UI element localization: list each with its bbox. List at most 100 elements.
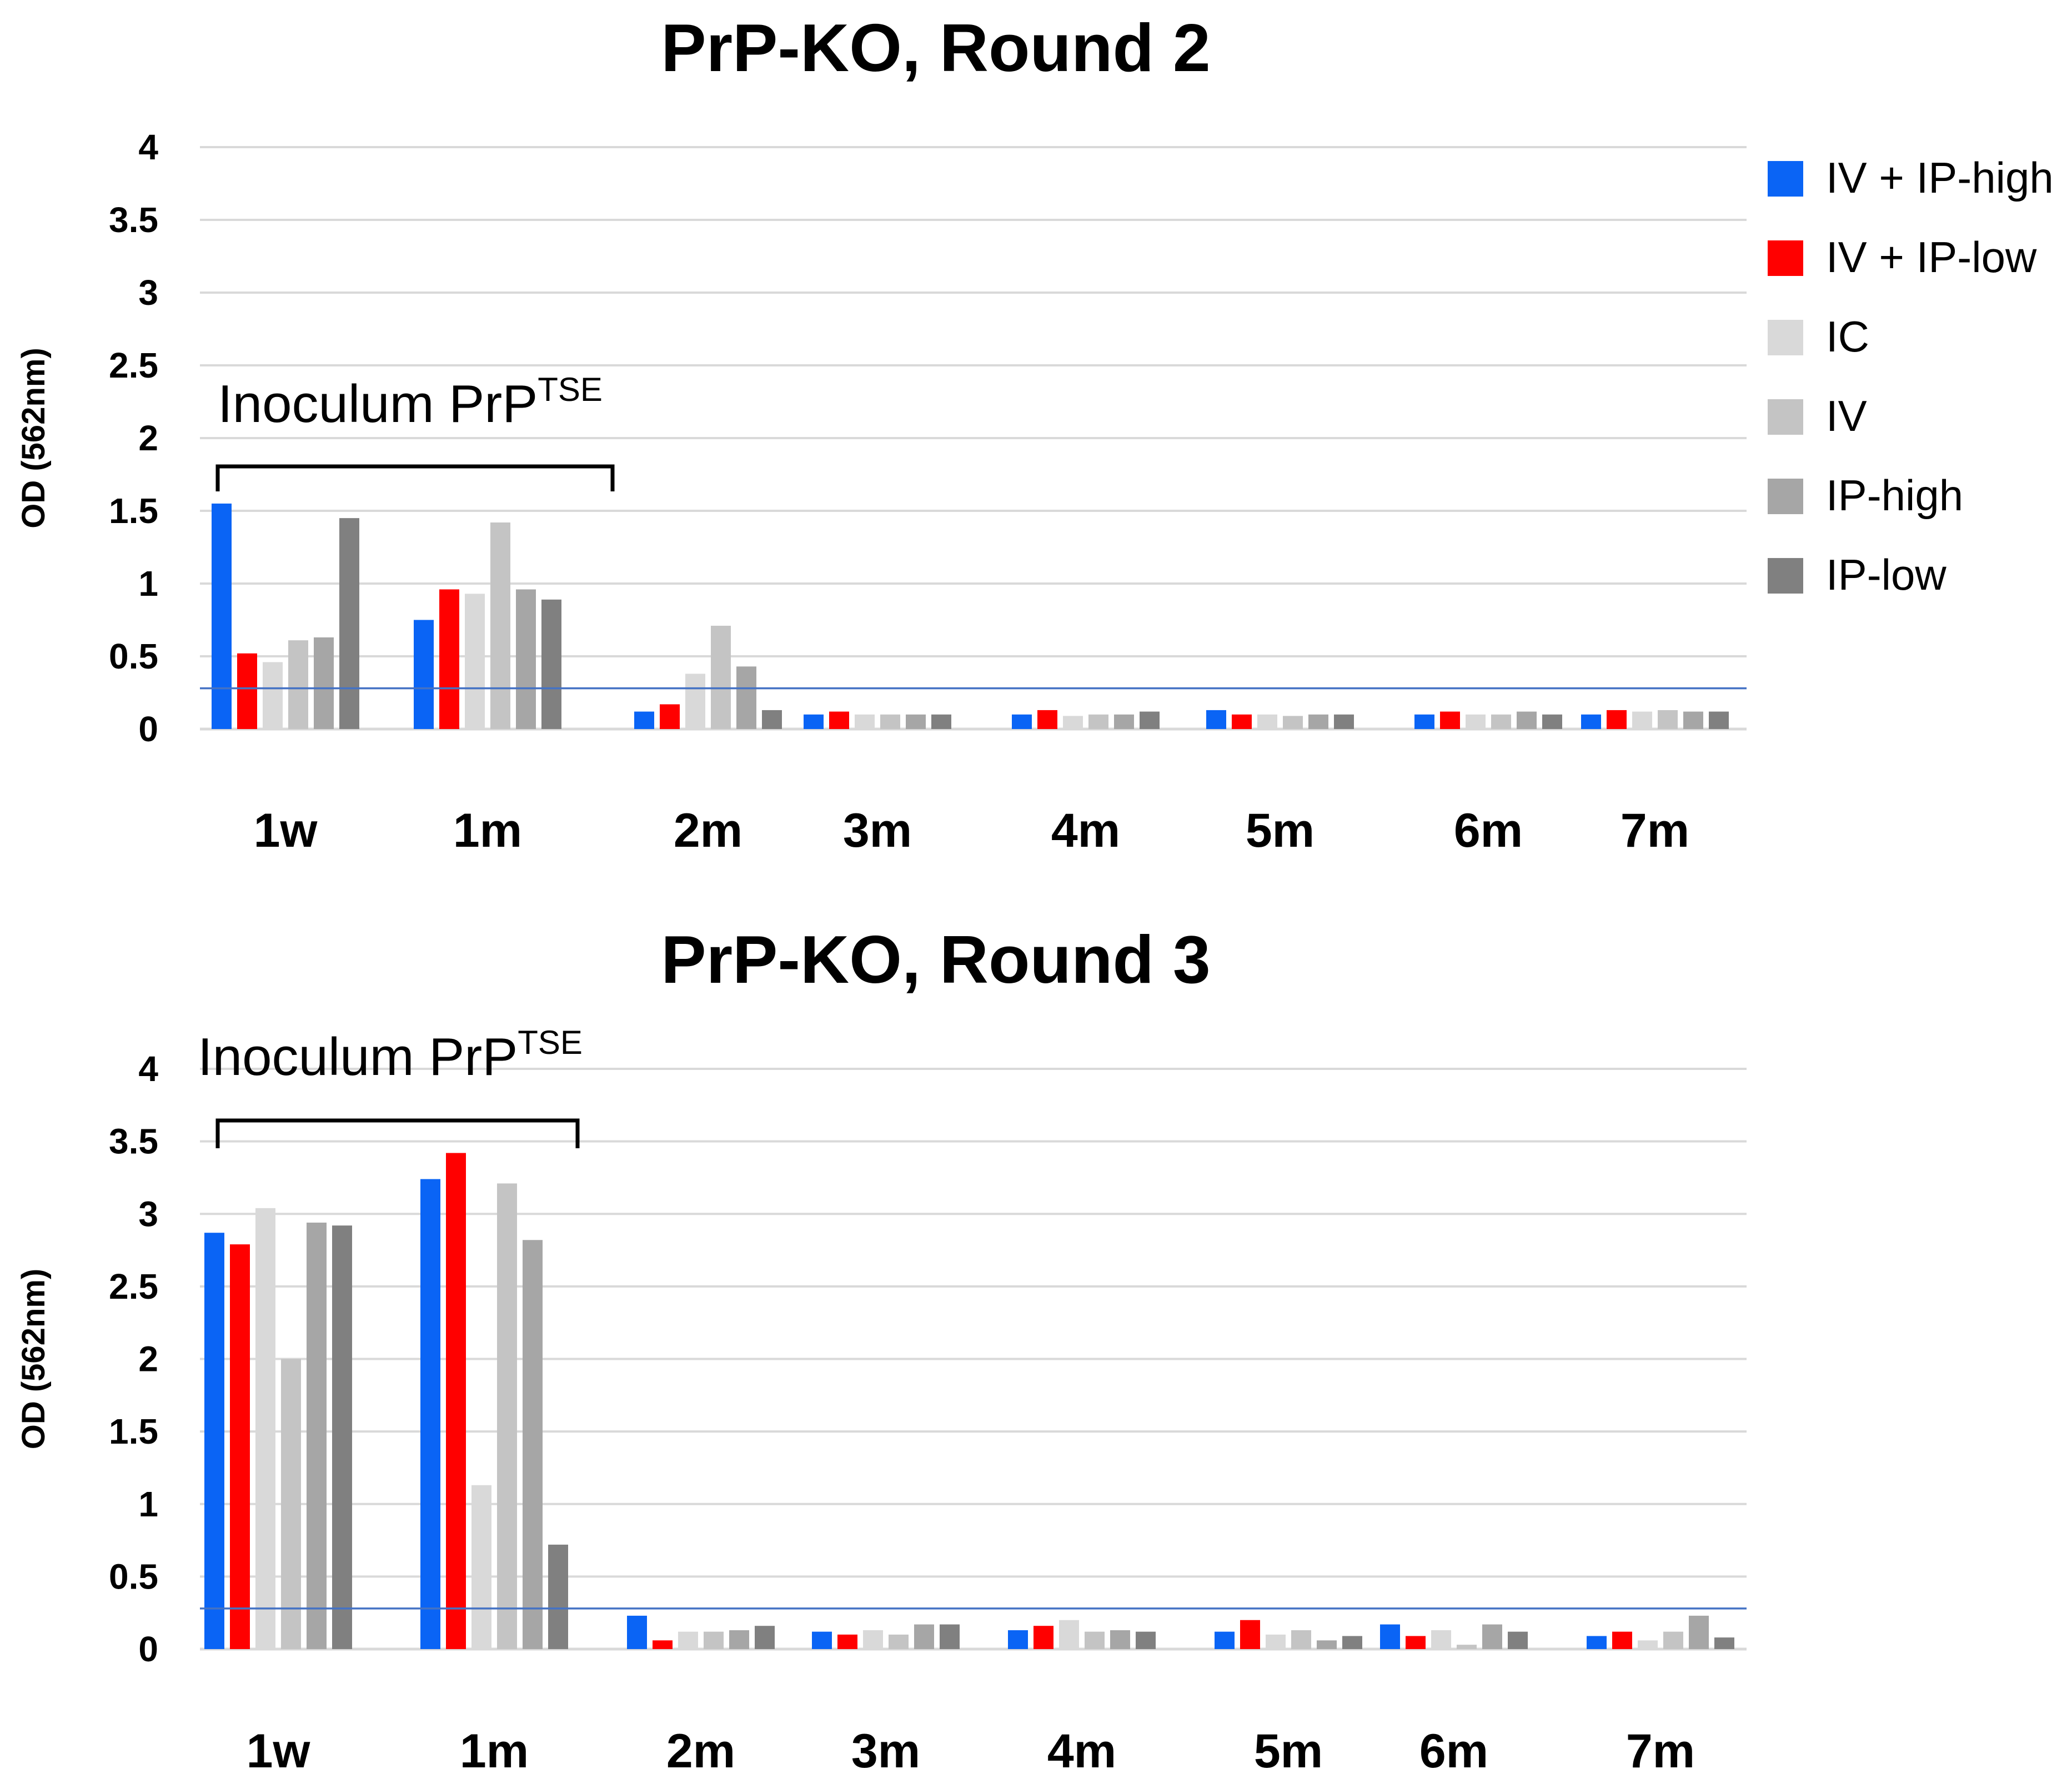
bar-7m-iv xyxy=(1658,710,1678,729)
bar-1w-ip-high xyxy=(314,637,334,729)
bar-3m-ip-low xyxy=(931,714,951,729)
bar-3m-ip-high xyxy=(914,1624,934,1649)
legend-label: IC xyxy=(1826,312,1869,361)
x-tick-label: 2m xyxy=(674,804,742,857)
bar-1w-ic xyxy=(263,662,283,729)
bar-7m-iv-ip-low xyxy=(1612,1631,1632,1649)
bar-4m-ip-low xyxy=(1140,711,1160,729)
x-tick-label: 1w xyxy=(254,804,318,857)
inoculum-bracket xyxy=(215,464,615,491)
y-axis-label: OD (562nm) xyxy=(16,348,52,529)
bar-2m-ip-low xyxy=(762,710,782,729)
bar-1m-ip-high xyxy=(523,1240,543,1649)
bar-2m-iv-ip-low xyxy=(653,1640,673,1649)
inoculum-annotation: Inoculum PrPTSE xyxy=(198,1024,583,1087)
bar-2m-ip-high xyxy=(729,1630,749,1649)
bar-2m-iv-ip-high xyxy=(627,1615,647,1649)
bar-5m-iv xyxy=(1291,1630,1311,1649)
y-tick-label: 1 xyxy=(138,1484,158,1524)
legend-swatch xyxy=(1768,399,1803,435)
legend: IV + IP-high IV + IP-low IC IV IP-high IP-low xyxy=(1768,153,2054,599)
bar-7m-ip-high xyxy=(1683,711,1703,729)
chart-round-3: PrP-KO, Round 3 0 0.5 1 1.5 2 2.5 3 3.5 4 OD (562… xyxy=(16,922,1747,1778)
y-tick-label: 0.5 xyxy=(109,636,158,676)
bar-6m-iv-ip-high xyxy=(1380,1624,1400,1649)
y-axis-label: OD (562nm) xyxy=(16,1269,52,1450)
bar-1m-ip-high xyxy=(516,589,536,729)
bar-1m-iv-ip-low xyxy=(439,589,459,729)
bar-3m-ic xyxy=(863,1630,883,1649)
bar-7m-iv xyxy=(1663,1631,1683,1649)
bar-7m-ip-high xyxy=(1689,1615,1709,1649)
legend-swatch xyxy=(1768,320,1803,355)
chart-title: PrP-KO, Round 3 xyxy=(661,922,1211,997)
bar-1w-ic xyxy=(255,1208,275,1649)
bar-6m-ip-low xyxy=(1508,1631,1528,1649)
y-tick-label: 0 xyxy=(138,709,158,749)
bar-5m-iv-ip-low xyxy=(1232,714,1252,729)
bar-5m-ip-high xyxy=(1317,1640,1337,1649)
chart-title: PrP-KO, Round 2 xyxy=(661,10,1211,86)
bar-7m-iv-ip-high xyxy=(1587,1636,1607,1649)
bar-5m-ic xyxy=(1257,714,1277,729)
bar-4m-iv xyxy=(1088,714,1108,729)
bar-3m-iv xyxy=(880,714,900,729)
chart-round-2: PrP-KO, Round 2 0 0.5 1 1.5 2 2.5 3 3.5 4 OD (562… xyxy=(16,10,1747,857)
bar-1m-iv xyxy=(497,1183,517,1649)
bar-6m-iv-ip-high xyxy=(1414,714,1434,729)
x-tick-label: 6m xyxy=(1419,1725,1488,1778)
bar-4m-ip-low xyxy=(1136,1631,1156,1649)
x-tick-label: 1m xyxy=(453,804,522,857)
bar-3m-ip-low xyxy=(940,1624,960,1649)
bar-2m-iv-ip-high xyxy=(634,711,654,729)
bar-4m-ip-high xyxy=(1110,1630,1130,1649)
bar-1w-iv-ip-high xyxy=(204,1233,224,1649)
y-tick-label: 1 xyxy=(138,564,158,604)
bar-2m-ip-high xyxy=(736,666,756,729)
legend-label: IV xyxy=(1826,391,1867,440)
y-tick-label: 3 xyxy=(138,273,158,313)
legend-label: IV + IP-high xyxy=(1826,153,2054,202)
bar-1w-ip-low xyxy=(332,1225,352,1649)
bar-6m-ic xyxy=(1466,714,1486,729)
bar-6m-iv-ip-low xyxy=(1406,1636,1426,1649)
y-tick-label: 2 xyxy=(138,1339,158,1379)
y-tick-label: 3.5 xyxy=(109,1122,158,1162)
bar-7m-ic xyxy=(1638,1640,1658,1649)
y-tick-label: 2.5 xyxy=(109,1267,158,1306)
bar-3m-ic xyxy=(855,714,875,729)
bar-2m-ip-low xyxy=(755,1626,775,1649)
bar-6m-ip-low xyxy=(1542,714,1562,729)
bar-4m-iv-ip-low xyxy=(1037,710,1057,729)
bar-1m-ic xyxy=(471,1485,491,1649)
bar-1w-ip-high xyxy=(307,1222,327,1649)
bar-1w-iv xyxy=(288,640,308,729)
bar-4m-iv xyxy=(1085,1631,1105,1649)
bar-5m-ip-high xyxy=(1308,714,1328,729)
bar-1m-iv-ip-high xyxy=(414,620,434,729)
bar-1m-iv xyxy=(490,522,510,729)
bar-5m-iv xyxy=(1283,716,1303,729)
bar-6m-ip-high xyxy=(1517,711,1537,729)
bar-1w-ip-low xyxy=(339,518,359,729)
bar-5m-ip-low xyxy=(1334,714,1354,729)
y-tick-label: 4 xyxy=(138,127,158,167)
bar-2m-ic xyxy=(678,1631,698,1649)
inoculum-annotation: Inoculum PrPTSE xyxy=(218,371,603,434)
bar-4m-iv-ip-low xyxy=(1034,1626,1053,1649)
legend-swatch xyxy=(1768,240,1803,276)
bar-4m-iv-ip-high xyxy=(1012,714,1032,729)
bar-7m-ip-low xyxy=(1709,711,1729,729)
bar-6m-iv xyxy=(1457,1645,1477,1649)
y-tick-label: 2 xyxy=(138,418,158,458)
bar-1m-ic xyxy=(465,594,485,729)
bar-3m-iv-ip-low xyxy=(837,1634,857,1649)
x-tick-label: 7m xyxy=(1621,804,1689,857)
legend-swatch xyxy=(1768,558,1803,594)
bar-5m-ip-low xyxy=(1342,1636,1362,1649)
bar-3m-iv-ip-high xyxy=(804,714,824,729)
x-tick-label: 1m xyxy=(460,1725,529,1778)
legend-label: IP-low xyxy=(1826,550,1946,599)
y-tick-label: 1.5 xyxy=(109,1411,158,1451)
x-tick-label: 7m xyxy=(1626,1725,1695,1778)
